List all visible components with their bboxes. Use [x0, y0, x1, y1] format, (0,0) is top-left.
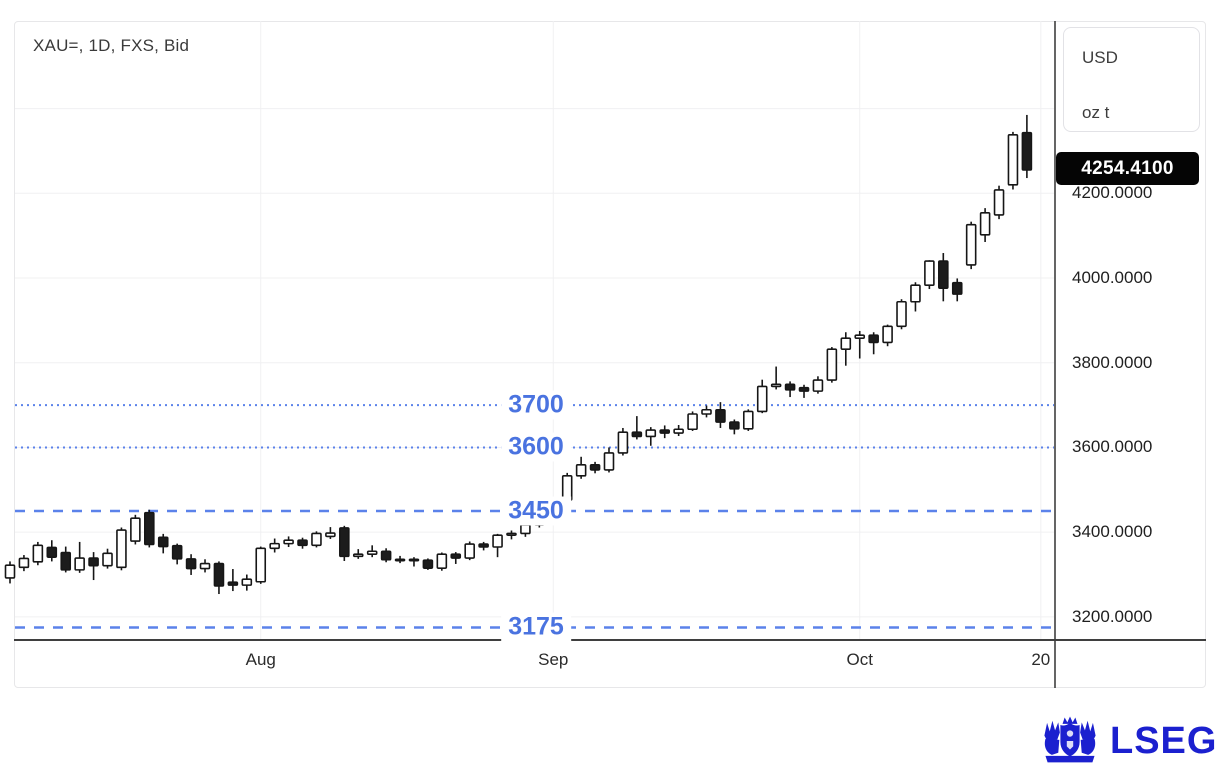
candle[interactable] [603, 447, 615, 473]
level-label-3700[interactable]: 3700 [501, 390, 571, 420]
candle[interactable] [241, 574, 253, 591]
candle[interactable] [157, 533, 169, 554]
candle[interactable] [798, 384, 810, 398]
candle[interactable] [729, 419, 740, 435]
candle[interactable] [297, 537, 308, 549]
candle[interactable] [965, 221, 977, 270]
candle[interactable] [199, 559, 211, 573]
candle[interactable] [617, 427, 629, 456]
price-axis-label: 3200.0000 [1072, 606, 1153, 626]
chart-panel [14, 21, 1206, 688]
candle[interactable] [450, 552, 462, 564]
level-label-3175[interactable]: 3175 [501, 612, 571, 642]
candle[interactable] [116, 527, 127, 571]
candle[interactable] [979, 208, 991, 243]
candle[interactable] [227, 569, 239, 592]
candle[interactable] [993, 185, 1005, 220]
candle[interactable] [144, 509, 155, 548]
candle[interactable] [673, 425, 684, 437]
candle[interactable] [130, 514, 141, 545]
candle[interactable] [506, 530, 517, 540]
candle[interactable] [589, 461, 601, 474]
candle[interactable] [854, 330, 866, 359]
candle[interactable] [575, 456, 587, 479]
candle[interactable] [882, 324, 893, 347]
candle[interactable] [478, 541, 489, 551]
candle[interactable] [88, 552, 99, 581]
candle[interactable] [102, 548, 113, 569]
candle[interactable] [715, 402, 726, 428]
candle[interactable] [784, 381, 796, 398]
candle[interactable] [645, 427, 657, 446]
candle[interactable] [631, 416, 643, 440]
candle[interactable] [840, 332, 852, 366]
lseg-wordmark: LSEG [1110, 720, 1218, 762]
candle[interactable] [1021, 114, 1033, 179]
candle[interactable] [687, 411, 698, 431]
candle[interactable] [868, 332, 879, 355]
candle[interactable] [701, 405, 712, 418]
last-price-badge: 4254.4100 [1056, 152, 1199, 185]
price-axis-label: 3800.0000 [1072, 352, 1153, 372]
candle[interactable] [339, 525, 350, 561]
candle[interactable] [380, 548, 392, 563]
candle[interactable] [352, 549, 364, 559]
unit-label: oz t [1082, 103, 1110, 122]
candle[interactable] [4, 561, 16, 584]
lseg-logo[interactable]: LSEG [1038, 712, 1216, 770]
candle[interactable] [422, 558, 434, 570]
candle[interactable] [756, 379, 768, 414]
candle[interactable] [255, 546, 267, 584]
candle[interactable] [311, 531, 322, 548]
candle[interactable] [924, 260, 935, 290]
time-axis-label-Oct: Oct [846, 650, 873, 669]
candle[interactable] [896, 299, 907, 330]
currency-label: USD [1082, 48, 1118, 67]
level-label-3450[interactable]: 3450 [501, 496, 571, 526]
candle[interactable] [951, 278, 963, 302]
candle[interactable] [492, 533, 503, 558]
candle[interactable] [46, 540, 58, 562]
candle[interactable] [659, 425, 671, 439]
price-axis-label: 3600.0000 [1072, 437, 1153, 457]
time-axis-label-Aug: Aug [245, 650, 276, 669]
price-axis-label: 4200.0000 [1072, 183, 1153, 203]
chart-title: XAU=, 1D, FXS, Bid [33, 36, 190, 55]
candle[interactable] [283, 536, 294, 548]
level-label-3600[interactable]: 3600 [501, 432, 571, 462]
time-axis-label-Sep: Sep [538, 650, 569, 669]
candle[interactable] [32, 541, 44, 566]
candle[interactable] [826, 347, 838, 383]
price-axis-label: 3400.0000 [1072, 522, 1153, 542]
candle[interactable] [185, 554, 197, 575]
candle[interactable] [60, 546, 72, 573]
candle[interactable] [366, 545, 378, 558]
lseg-crest-icon [1044, 716, 1096, 763]
candle[interactable] [18, 555, 30, 572]
time-axis-label-20: 20 [1031, 650, 1051, 669]
candle[interactable] [171, 543, 183, 565]
candle[interactable] [325, 527, 336, 539]
candle[interactable] [436, 552, 448, 571]
candle[interactable] [394, 555, 406, 564]
price-axis-label: 4000.0000 [1072, 268, 1153, 288]
candle[interactable] [938, 253, 949, 302]
candle[interactable] [1007, 131, 1019, 190]
candle[interactable] [910, 282, 921, 312]
candle[interactable] [269, 538, 280, 553]
candle[interactable] [464, 541, 475, 561]
candle[interactable] [213, 561, 225, 595]
candle[interactable] [812, 376, 824, 394]
candle[interactable] [74, 541, 85, 573]
unit-box: USD oz t [1063, 27, 1200, 132]
candle[interactable] [408, 557, 420, 567]
candle[interactable] [770, 366, 782, 390]
candle[interactable] [742, 409, 754, 431]
